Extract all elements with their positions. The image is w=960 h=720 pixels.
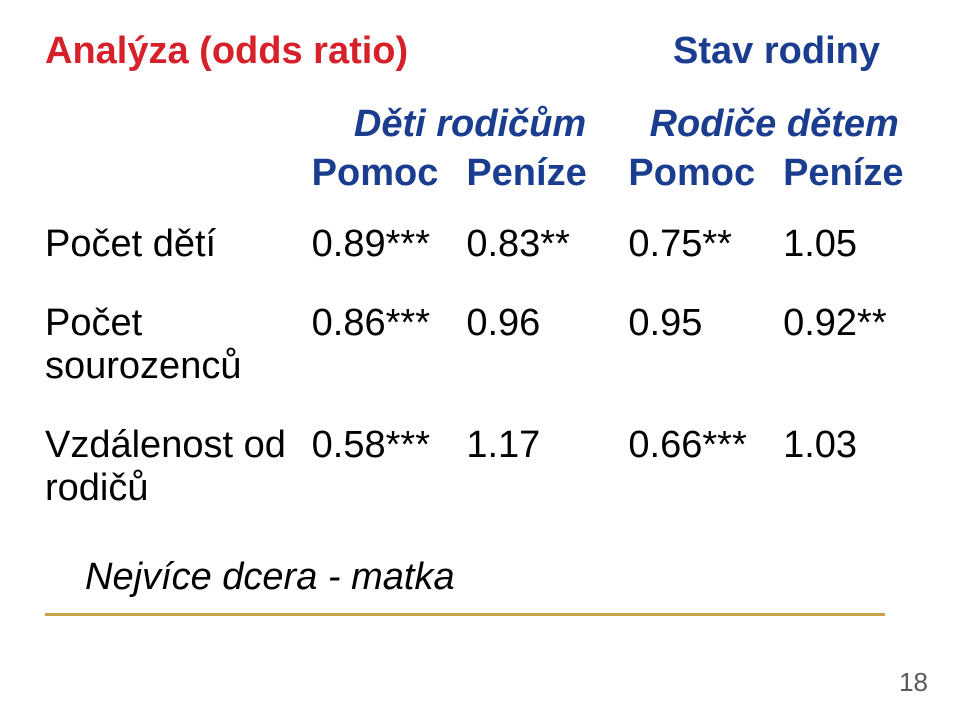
row-label-l1: Počet [45,302,142,344]
cell: 0.75** [628,223,783,302]
cell: 0.89*** [312,223,467,302]
header-c4: Peníze [783,152,920,223]
header-row-top: Děti rodičům Rodiče dětem [45,103,920,152]
title-right: Stav rodiny [673,30,880,73]
divider-rule [45,613,885,616]
cell: 1.05 [783,223,920,302]
cell: 0.66*** [628,424,783,546]
header-c1: Pomoc [312,152,467,223]
slide: Analýza (odds ratio) Stav rodiny Děti ro… [0,0,960,720]
row-label: Vzdálenost od rodičů [45,424,312,546]
row-label: Počet dětí [45,223,312,302]
title-row: Analýza (odds ratio) Stav rodiny [45,30,920,73]
row-label-l1: Vzdálenost od [45,424,286,466]
row-label: Počet sourozenců [45,302,312,424]
footnote: Nejvíce dcera - matka [85,556,920,599]
header-row-sub: Pomoc Peníze Pomoc Peníze [45,152,920,223]
table-row: Vzdálenost od rodičů 0.58*** 1.17 0.66**… [45,424,920,546]
header-c2: Peníze [466,152,628,223]
cell: 0.83** [466,223,628,302]
header-group-b: Rodiče dětem [628,103,920,152]
cell: 0.86*** [312,302,467,424]
data-table: Děti rodičům Rodiče dětem Pomoc Peníze P… [45,103,920,546]
row-label-l2: rodičů [45,467,149,509]
cell: 1.03 [783,424,920,546]
cell: 0.58*** [312,424,467,546]
table-row: Počet dětí 0.89*** 0.83** 0.75** 1.05 [45,223,920,302]
row-label-l2: sourozenců [45,345,241,387]
table-row: Počet sourozenců 0.86*** 0.96 0.95 0.92*… [45,302,920,424]
cell: 0.95 [628,302,783,424]
cell: 0.96 [466,302,628,424]
header-group-a: Děti rodičům [312,103,629,152]
header-c3: Pomoc [628,152,783,223]
title-left: Analýza (odds ratio) [45,30,408,73]
cell: 1.17 [466,424,628,546]
page-number: 18 [899,667,928,698]
cell: 0.92** [783,302,920,424]
